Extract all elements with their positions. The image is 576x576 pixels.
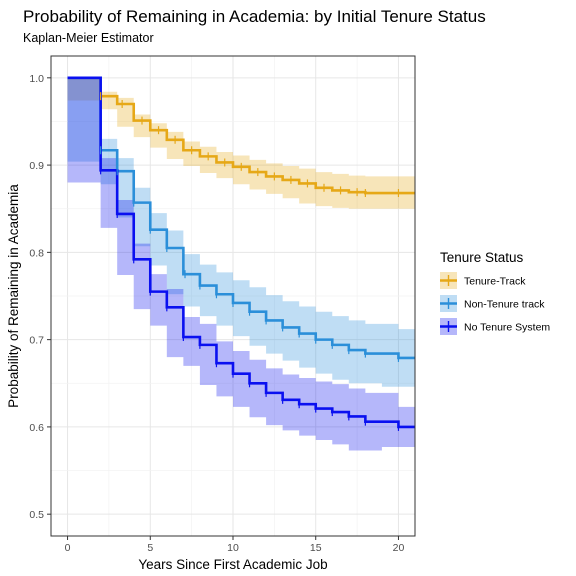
chart-title: Probability of Remaining in Academia: by… — [23, 7, 486, 26]
chart-subtitle: Kaplan-Meier Estimator — [23, 31, 154, 45]
legend: Tenure Status Tenure-Track Non-Tenure tra… — [440, 250, 550, 335]
x-tick-label: 0 — [65, 542, 71, 554]
y-tick-label: 1.0 — [29, 73, 44, 85]
y-tick-label: 0.7 — [29, 335, 44, 347]
y-axis-title: Probability of Remaining in Academia — [6, 184, 21, 408]
x-tick-label: 10 — [227, 542, 239, 554]
y-tick-label: 0.6 — [29, 422, 44, 434]
y-tick-label: 0.8 — [29, 247, 44, 259]
legend-label-tenure-track: Tenure-Track — [464, 276, 526, 288]
y-tick-label: 0.5 — [29, 509, 44, 521]
band-no-tenure-system — [67, 77, 415, 451]
x-tick-label: 5 — [147, 542, 153, 554]
y-tick-label: 0.9 — [29, 160, 44, 172]
confidence-bands — [67, 77, 415, 451]
band-non-tenure-track — [67, 77, 415, 387]
censor-marks — [100, 92, 400, 431]
x-tick-label: 15 — [310, 542, 322, 554]
x-axis-title: Years Since First Academic Job — [138, 557, 327, 572]
legend-label-no-tenure-system: No Tenure System — [464, 322, 550, 334]
x-axis-ticks: 0 5 10 15 20 — [65, 536, 405, 554]
y-axis-ticks: 0.5 0.6 0.7 0.8 0.9 1.0 — [29, 73, 51, 521]
x-tick-label: 20 — [393, 542, 405, 554]
legend-label-non-tenure-track: Non-Tenure track — [464, 299, 545, 311]
legend-title: Tenure Status — [440, 250, 524, 265]
band-tenure-track — [67, 77, 415, 209]
